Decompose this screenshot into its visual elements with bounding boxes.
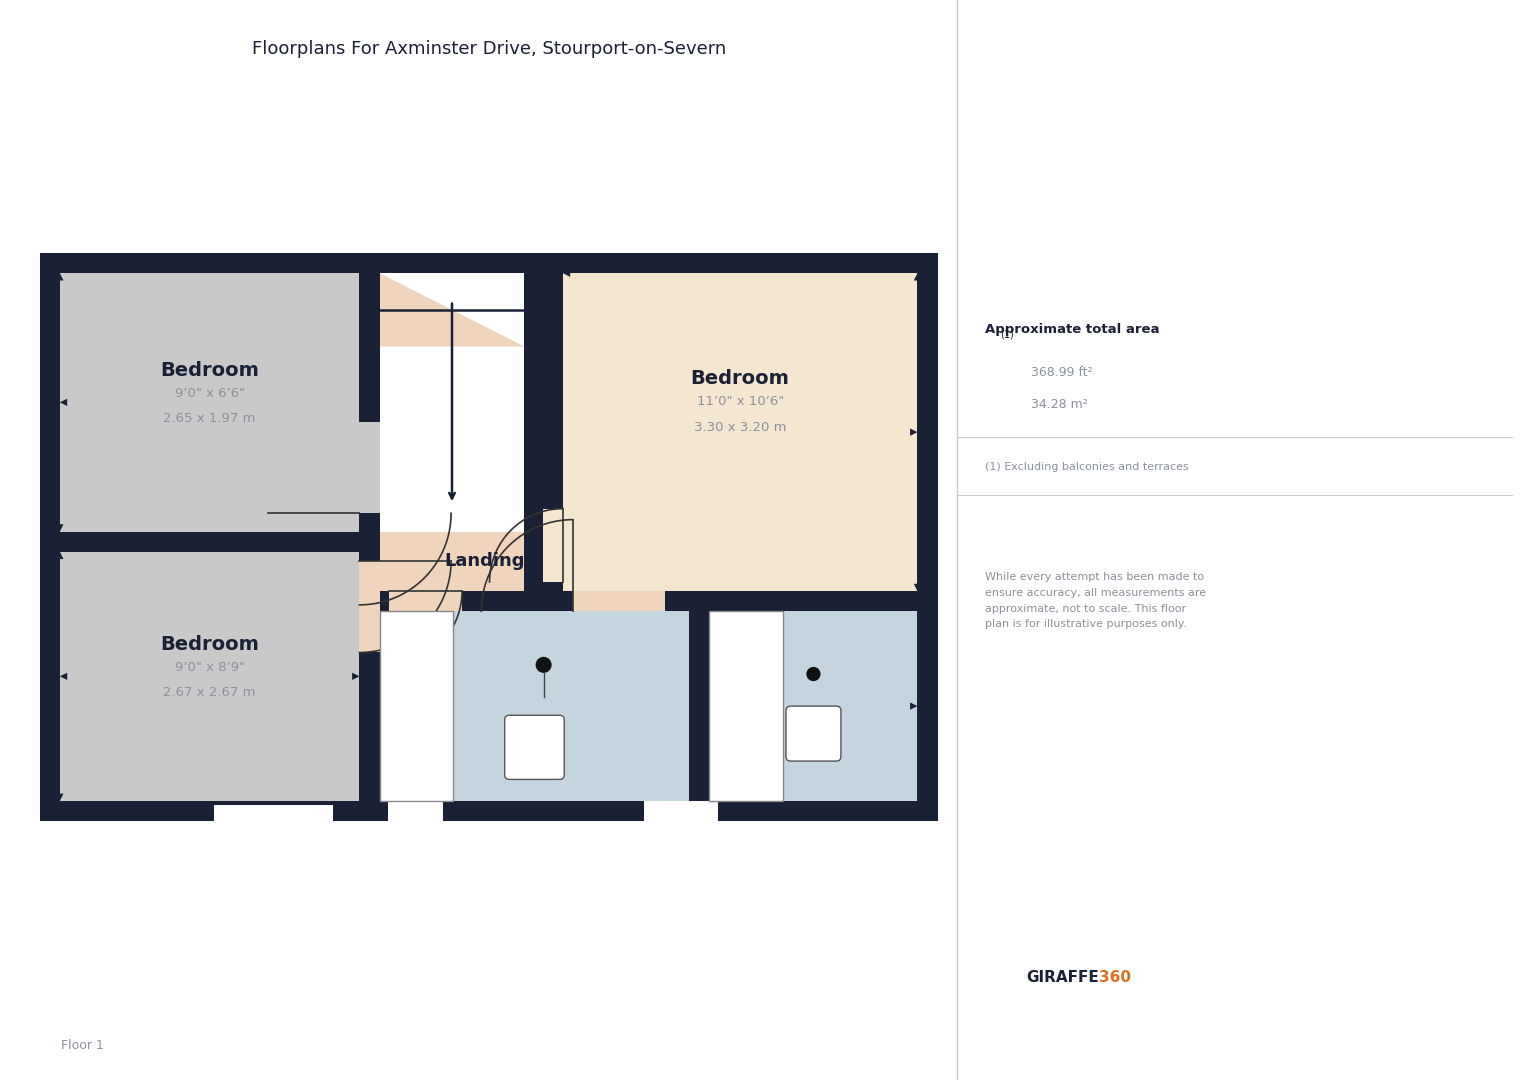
FancyBboxPatch shape bbox=[504, 715, 565, 780]
Polygon shape bbox=[710, 611, 918, 801]
Polygon shape bbox=[359, 591, 380, 801]
Polygon shape bbox=[542, 509, 563, 582]
Polygon shape bbox=[573, 591, 664, 611]
Polygon shape bbox=[40, 253, 60, 821]
Polygon shape bbox=[56, 273, 64, 281]
Text: 368.99 ft²: 368.99 ft² bbox=[1031, 366, 1092, 379]
Polygon shape bbox=[56, 794, 64, 801]
FancyBboxPatch shape bbox=[786, 706, 841, 761]
Polygon shape bbox=[710, 611, 783, 801]
Text: Bedroom: Bedroom bbox=[690, 369, 789, 388]
Polygon shape bbox=[380, 273, 524, 531]
Text: Bedroom: Bedroom bbox=[160, 635, 260, 653]
Polygon shape bbox=[910, 702, 918, 710]
Text: (1): (1) bbox=[1000, 329, 1014, 339]
Bar bbox=[710, 611, 783, 801]
Polygon shape bbox=[60, 273, 359, 531]
Polygon shape bbox=[359, 591, 563, 611]
Polygon shape bbox=[359, 531, 554, 591]
Polygon shape bbox=[40, 801, 938, 821]
Text: 3.30 x 3.20 m: 3.30 x 3.20 m bbox=[693, 420, 786, 433]
Text: 34.28 m²: 34.28 m² bbox=[1031, 399, 1087, 411]
Circle shape bbox=[806, 667, 820, 680]
Bar bbox=[380, 611, 454, 801]
Polygon shape bbox=[542, 273, 563, 611]
Polygon shape bbox=[214, 805, 333, 821]
Polygon shape bbox=[913, 273, 921, 281]
Polygon shape bbox=[913, 584, 921, 591]
Polygon shape bbox=[40, 531, 380, 552]
Text: Floor 1: Floor 1 bbox=[61, 1039, 104, 1052]
Text: Approximate total area: Approximate total area bbox=[985, 323, 1159, 336]
Polygon shape bbox=[60, 673, 67, 680]
Polygon shape bbox=[918, 253, 938, 821]
Polygon shape bbox=[388, 801, 443, 821]
Text: 9’0" x 8’9": 9’0" x 8’9" bbox=[174, 661, 244, 674]
Polygon shape bbox=[644, 801, 718, 821]
Text: While every attempt has been made to
ensure accuracy, all measurements are
appro: While every attempt has been made to ens… bbox=[985, 572, 1206, 630]
Polygon shape bbox=[56, 552, 64, 559]
Polygon shape bbox=[380, 611, 689, 801]
Polygon shape bbox=[563, 591, 918, 611]
Polygon shape bbox=[524, 273, 554, 611]
Text: Landing: Landing bbox=[444, 552, 525, 570]
Polygon shape bbox=[389, 591, 463, 611]
Text: 2.65 x 1.97 m: 2.65 x 1.97 m bbox=[163, 413, 257, 426]
Text: Floorplans For Axminster Drive, Stourport-on-Severn: Floorplans For Axminster Drive, Stourpor… bbox=[252, 40, 725, 57]
Text: GIRAFFE: GIRAFFE bbox=[1026, 970, 1099, 985]
Polygon shape bbox=[359, 273, 380, 531]
Text: (1) Excluding balconies and terraces: (1) Excluding balconies and terraces bbox=[985, 461, 1188, 472]
Text: Bedroom: Bedroom bbox=[160, 361, 260, 380]
Polygon shape bbox=[60, 552, 359, 801]
Polygon shape bbox=[380, 273, 524, 347]
Polygon shape bbox=[380, 611, 454, 801]
Polygon shape bbox=[689, 591, 710, 801]
Polygon shape bbox=[359, 552, 380, 801]
Polygon shape bbox=[563, 273, 918, 591]
Text: 360: 360 bbox=[1099, 970, 1132, 985]
Polygon shape bbox=[359, 421, 380, 513]
Polygon shape bbox=[563, 270, 570, 276]
Polygon shape bbox=[60, 399, 67, 406]
Text: 9’0" x 6’6": 9’0" x 6’6" bbox=[174, 387, 244, 400]
Polygon shape bbox=[353, 673, 359, 680]
Text: 11’0" x 10’6": 11’0" x 10’6" bbox=[696, 395, 783, 408]
Text: 2.67 x 2.67 m: 2.67 x 2.67 m bbox=[163, 686, 257, 700]
Polygon shape bbox=[359, 561, 380, 652]
Polygon shape bbox=[910, 429, 918, 436]
Circle shape bbox=[536, 658, 551, 672]
Polygon shape bbox=[56, 524, 64, 531]
Polygon shape bbox=[359, 273, 380, 531]
Polygon shape bbox=[40, 253, 938, 273]
